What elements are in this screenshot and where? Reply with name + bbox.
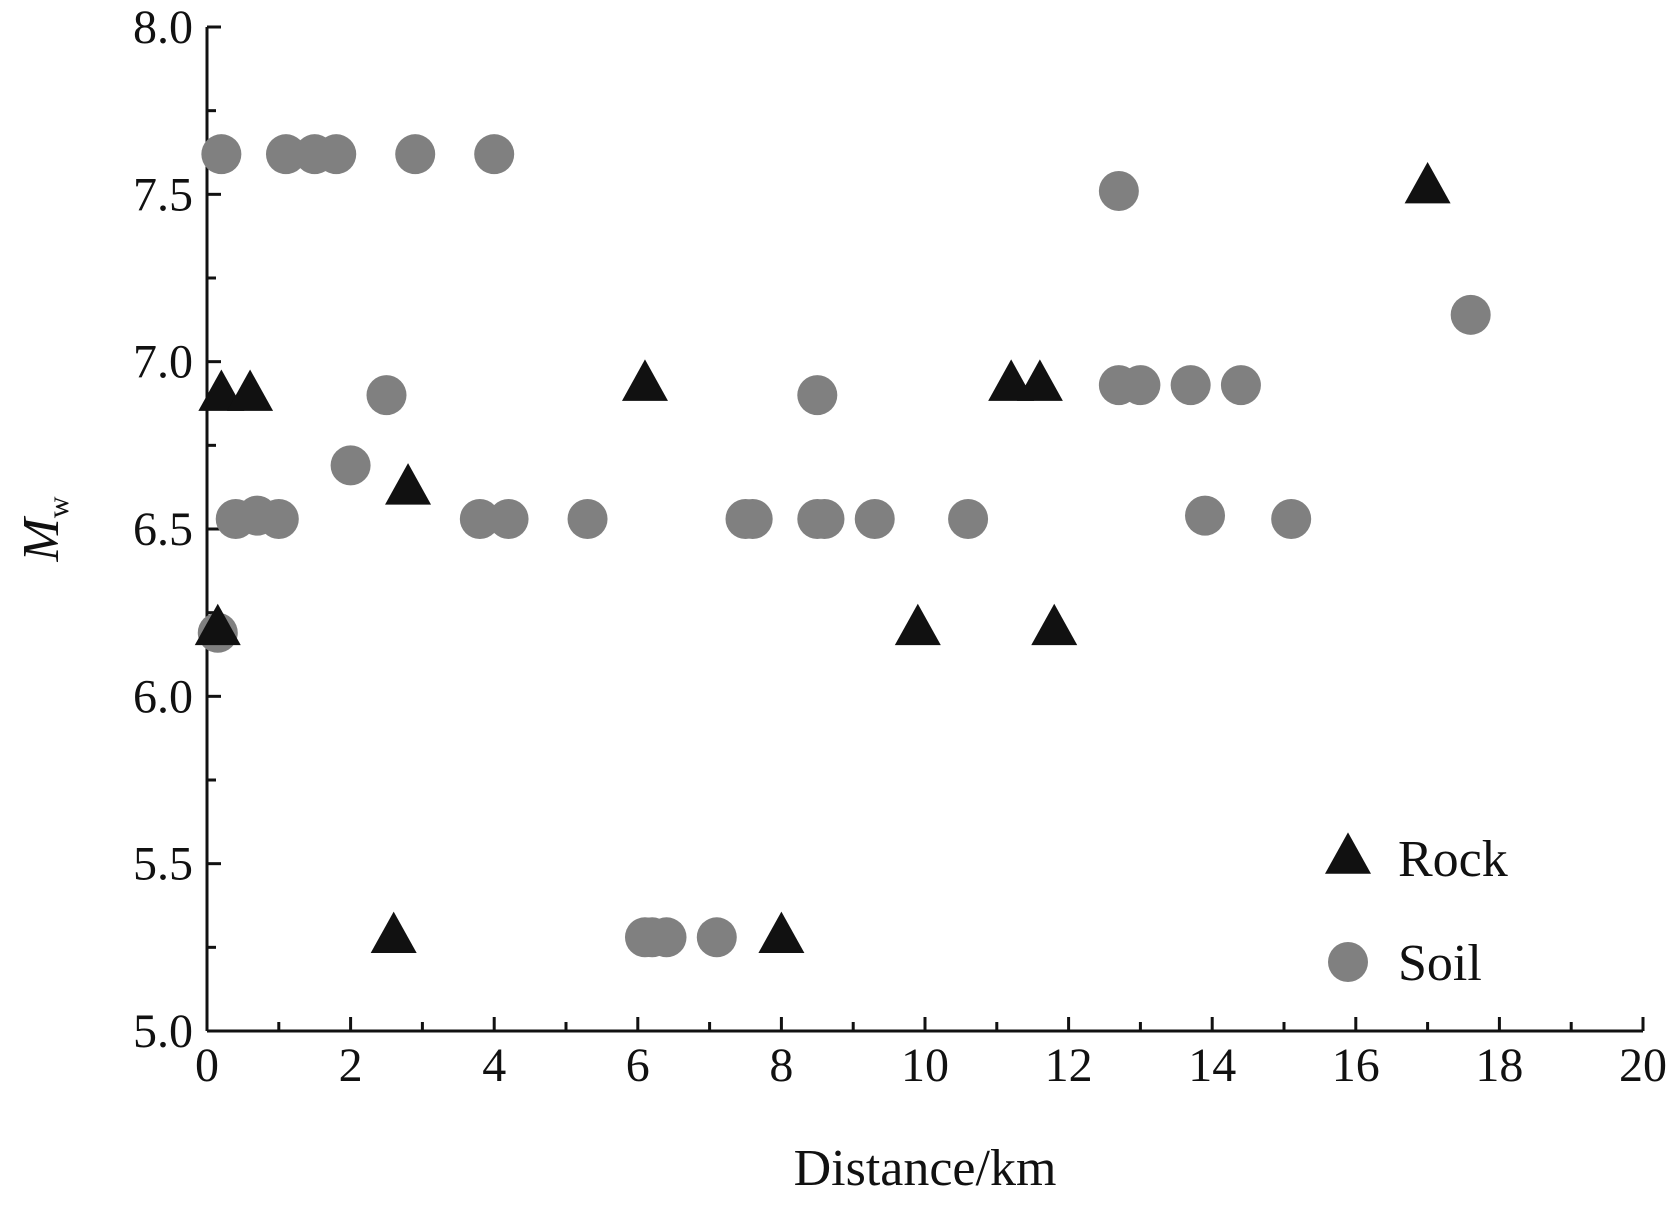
soil-point: [265, 134, 306, 175]
soil-point: [488, 498, 529, 539]
x-tick-label: 14: [1188, 1039, 1236, 1092]
rock-point: [227, 369, 274, 411]
x-axis-label: Distance/km: [794, 1140, 1057, 1197]
soil-point: [804, 498, 845, 539]
y-tick-label: 6.0: [133, 670, 193, 723]
x-tick-label: 4: [482, 1039, 506, 1092]
data-marks: [194, 134, 1491, 958]
soil-point: [316, 134, 357, 175]
soil-point: [1271, 498, 1312, 539]
legend-rock-marker: [1325, 832, 1371, 874]
legend-soil-marker: [1328, 942, 1368, 982]
x-tick-label: 2: [339, 1039, 363, 1092]
y-axis-label-main: M: [13, 516, 70, 563]
soil-point: [474, 134, 515, 175]
y-axis-label: Mw: [13, 496, 75, 562]
soil-point: [1120, 365, 1161, 406]
x-tick-label: 6: [626, 1039, 650, 1092]
series-soil: [197, 134, 1491, 958]
soil-point: [1220, 365, 1261, 406]
soil-point: [366, 375, 407, 416]
x-tick-label: 18: [1475, 1039, 1523, 1092]
soil-point: [646, 917, 687, 958]
soil-point: [1185, 495, 1226, 536]
rock-point: [1016, 359, 1063, 401]
soil-point: [948, 498, 989, 539]
soil-point: [1098, 170, 1139, 211]
soil-point: [732, 498, 773, 539]
y-tick-label: 7.0: [133, 336, 193, 389]
rock-point: [894, 603, 941, 646]
soil-point: [459, 498, 500, 539]
x-tick-label: 10: [901, 1039, 949, 1092]
rock-point: [1031, 603, 1078, 646]
soil-point: [395, 134, 436, 175]
soil-point: [201, 134, 242, 175]
soil-point: [567, 498, 608, 539]
soil-point: [854, 498, 895, 539]
soil-point: [696, 917, 737, 958]
soil-point: [330, 445, 371, 486]
rock-point: [1404, 161, 1451, 204]
soil-point: [1170, 365, 1211, 406]
soil-point: [1450, 294, 1491, 335]
x-tick-label: 16: [1332, 1039, 1380, 1092]
legend: Rock Soil: [1325, 831, 1508, 992]
rock-point: [385, 463, 432, 505]
rock-point: [621, 359, 668, 401]
rock-point: [758, 911, 805, 954]
axes: 0 2 4 6 8 10 12 14 16 18 20 5.0 5.5 6.0 6.5 7.0 7.5 8.0: [133, 1, 1667, 1092]
series-rock: [194, 161, 1451, 954]
rock-point: [370, 911, 417, 954]
x-tick-label: 20: [1619, 1039, 1667, 1092]
soil-point: [797, 375, 838, 416]
y-tick-label: 5.5: [133, 838, 193, 891]
x-tick-label: 0: [195, 1039, 219, 1092]
y-tick-label: 8.0: [133, 1, 193, 54]
x-tick-label: 12: [1045, 1039, 1093, 1092]
legend-label-rock: Rock: [1398, 831, 1508, 888]
x-tick-label: 8: [769, 1039, 793, 1092]
y-axis-label-subscript: w: [42, 496, 75, 518]
y-tick-label: 5.0: [133, 1005, 193, 1058]
y-tick-label: 6.5: [133, 503, 193, 556]
rock-point: [194, 603, 241, 646]
soil-point: [258, 498, 299, 539]
legend-label-soil: Soil: [1398, 935, 1482, 992]
y-tick-label: 7.5: [133, 168, 193, 221]
